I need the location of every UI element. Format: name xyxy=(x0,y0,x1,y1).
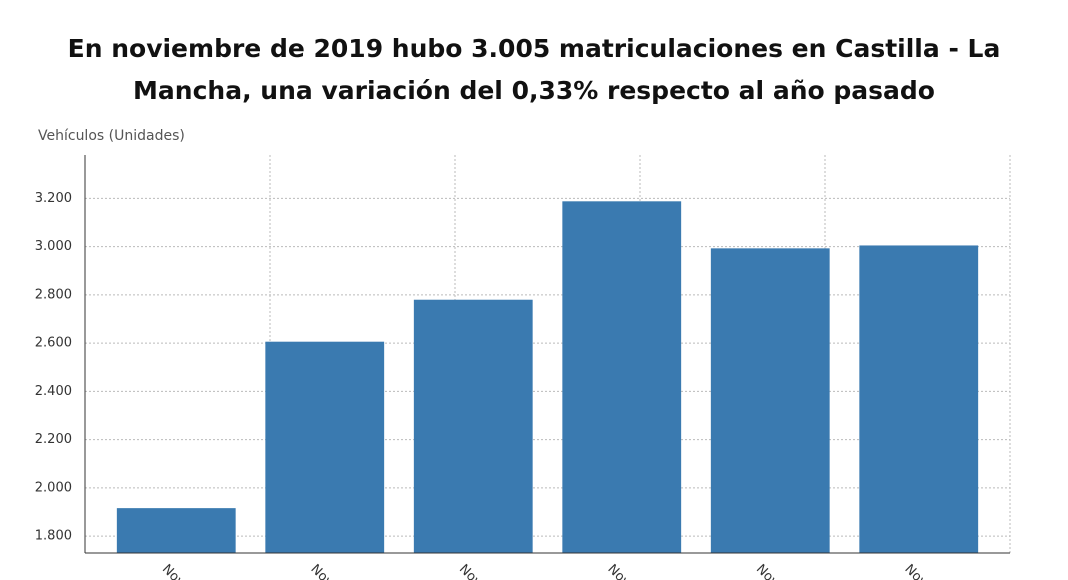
y-axis-label: Vehículos (Unidades) xyxy=(38,128,185,144)
y-tick-label: 3.000 xyxy=(35,239,72,254)
x-tick-label: Nov xyxy=(901,562,930,580)
x-tick-label: Nov xyxy=(753,562,782,580)
y-tick-label: 2.200 xyxy=(35,432,72,447)
y-tick-label: 2.800 xyxy=(35,287,72,302)
y-tick-label: 2.400 xyxy=(35,384,72,399)
y-tick-label: 2.600 xyxy=(35,336,72,351)
y-tick-label: 2.000 xyxy=(35,480,72,495)
x-tick-label: Nov xyxy=(604,562,633,580)
chart-title: Mancha, una variación del 0,33% respecto… xyxy=(133,76,935,105)
x-tick-label: Nov xyxy=(307,562,336,580)
bar xyxy=(116,508,236,553)
x-tick-label: Nov xyxy=(456,562,485,580)
bar xyxy=(413,299,533,553)
bar xyxy=(859,245,979,554)
bar xyxy=(265,341,385,553)
bar xyxy=(562,201,682,553)
y-tick-label: 1.800 xyxy=(35,529,72,544)
bar xyxy=(710,248,830,553)
chart-title: En noviembre de 2019 hubo 3.005 matricul… xyxy=(68,34,1001,63)
x-tick-label: Nov xyxy=(159,562,188,580)
y-tick-label: 3.200 xyxy=(35,191,72,206)
